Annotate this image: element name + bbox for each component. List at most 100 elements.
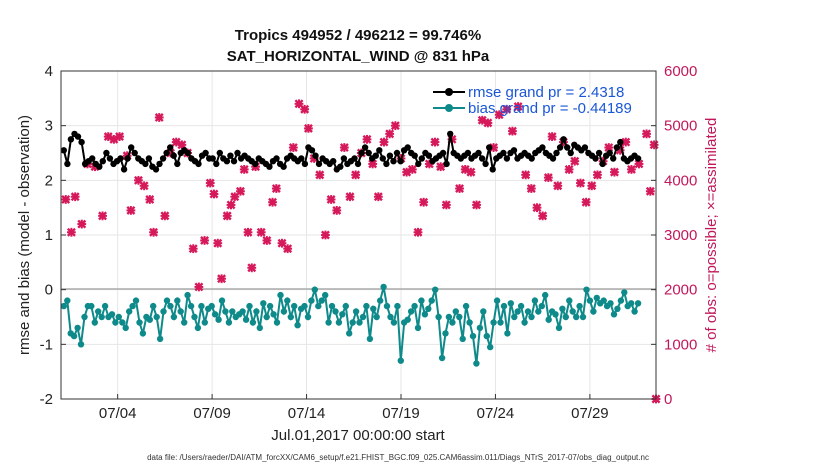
y-tick-label-right: 3000 (664, 227, 697, 244)
bias-point (631, 308, 638, 315)
x-tick-label: 07/19 (382, 405, 420, 422)
bias-point (504, 330, 511, 337)
assimilated-marker (98, 211, 108, 221)
x-tick-label: 07/09 (193, 405, 231, 422)
assimilated-marker (502, 104, 512, 114)
rmse-point (131, 149, 138, 157)
bias-point (483, 332, 490, 340)
bias-point (480, 308, 487, 315)
y-tick-label-left: 2 (45, 172, 53, 189)
bias-point (88, 302, 95, 310)
assimilated-marker (553, 181, 563, 191)
bias-point (521, 319, 528, 326)
rmse-point (539, 144, 546, 151)
assimilated-marker (621, 137, 631, 147)
bias-point (552, 311, 559, 318)
bias-point (174, 297, 181, 304)
rmse-point (478, 155, 486, 162)
assimilated-marker (538, 211, 548, 221)
bias-point (593, 294, 600, 302)
assimilated-marker (368, 159, 378, 169)
rmse-point (64, 160, 71, 168)
bias-point (545, 316, 552, 323)
bias-point (294, 322, 301, 329)
bias-point (222, 308, 229, 315)
assimilated-marker (145, 195, 155, 204)
assimilated-marker (419, 197, 429, 207)
bias-point (256, 324, 263, 332)
assimilated-markers (61, 99, 661, 404)
bias-point (366, 335, 374, 343)
bias-point (421, 311, 429, 318)
y-ticks-left: -2 -1 0 1 2 3 4 (40, 63, 66, 408)
assimilated-marker (320, 230, 330, 240)
bias-point (184, 291, 191, 299)
bias-point (517, 302, 525, 310)
bias-point (538, 302, 545, 310)
assimilated-marker (283, 244, 293, 254)
assimilated-marker (455, 184, 465, 193)
y-tick-label-right: 2000 (664, 282, 697, 299)
assimilated-marker (645, 186, 655, 196)
rmse-point (273, 155, 280, 162)
assimilated-marker (70, 192, 80, 202)
assimilated-marker (413, 227, 423, 237)
assimilated-marker (160, 211, 170, 221)
assimilated-marker (262, 236, 272, 245)
bias-point (246, 302, 253, 310)
bias-point (346, 330, 353, 337)
assimilated-marker (649, 140, 659, 150)
assimilated-marker (194, 282, 204, 292)
bias-point (535, 308, 542, 315)
y-tick-label-right: 5000 (664, 118, 697, 135)
bias-point (487, 343, 494, 351)
rmse-point (610, 155, 617, 162)
x-tick-label: 07/24 (477, 405, 515, 422)
rmse-point (581, 144, 589, 151)
bias-point (95, 308, 102, 315)
rmse-point (128, 144, 135, 151)
rmse-point (418, 155, 425, 162)
bias-point (277, 291, 284, 299)
rmse-point (486, 144, 493, 151)
bias-point (218, 297, 226, 304)
x-axis-label: Jul.01,2017 00:00:00 start (271, 427, 445, 444)
bias-point (511, 313, 518, 321)
assimilated-marker (303, 123, 313, 133)
bias-point (98, 313, 105, 321)
bias-point (445, 313, 453, 321)
assimilated-marker (149, 227, 159, 237)
rmse-point (195, 160, 202, 168)
bias-point (328, 302, 336, 310)
y-tick-label-left: 1 (45, 227, 53, 244)
rmse-point (365, 149, 372, 157)
rmse-point (252, 160, 259, 168)
bias-point (628, 300, 635, 307)
assimilated-marker (385, 129, 395, 139)
assimilated-marker (430, 137, 440, 147)
assimilated-marker (526, 184, 536, 193)
bias-point (438, 354, 446, 362)
bias-point (129, 302, 136, 310)
bias-point (208, 302, 215, 310)
bias-point (146, 316, 153, 323)
bias-point (349, 319, 356, 326)
rmse-point (145, 155, 153, 162)
bias-point (607, 300, 614, 307)
assimilated-marker (271, 184, 281, 193)
rmse-point (567, 149, 574, 157)
assimilated-marker (564, 164, 574, 174)
assimilated-marker (575, 178, 585, 188)
rmse-point (67, 136, 75, 143)
bias-point (459, 335, 466, 343)
rmse-point (634, 155, 642, 162)
assimilated-marker (115, 132, 125, 142)
bias-point (266, 302, 274, 310)
bias-point (263, 313, 270, 321)
bias-point (363, 302, 370, 310)
x-tick-label: 07/14 (288, 405, 326, 422)
assimilated-marker (205, 178, 215, 188)
bias-point (387, 313, 394, 321)
rmse-point (174, 160, 181, 168)
bias-point (77, 341, 85, 348)
